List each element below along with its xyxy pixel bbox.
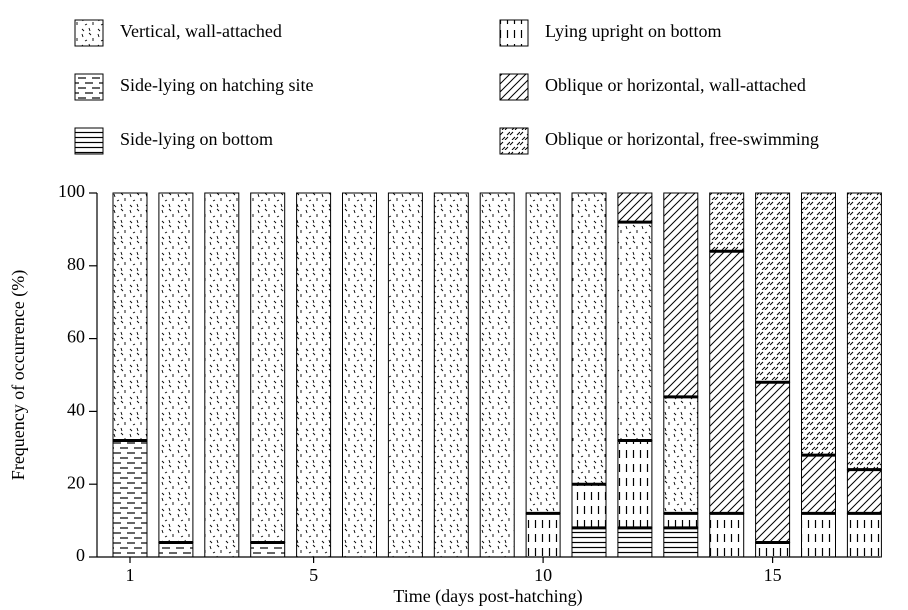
bar-segment [709,250,745,514]
bar-segment [709,192,745,252]
legend-label: Vertical, wall-attached [120,21,282,41]
legend-label: Side-lying on hatching site [120,75,313,95]
bar-segment [663,527,699,558]
bar-segment [250,192,286,543]
bar-segment [571,527,607,558]
y-tick-label: 80 [67,254,85,274]
bar-segment [617,192,653,223]
y-tick-label: 60 [67,327,85,347]
bar-segment [663,192,699,398]
bar-segment [617,527,653,558]
bar-segment [801,454,836,514]
bar-segment [204,192,240,558]
y-tick-label: 40 [67,400,85,420]
bar-segment [158,192,194,543]
bar-segment [755,541,791,558]
bar-segment [571,483,607,529]
bar-segment [663,512,699,529]
x-tick-label: 5 [309,565,318,585]
bar-segment [846,512,882,558]
bar-segment [112,192,148,442]
bar-segment [571,192,607,485]
bar-segment [387,192,423,558]
bar-segment [846,469,882,514]
bar-segment [433,192,469,558]
y-axis-title: Frequency of occurrence (%) [8,270,29,480]
bar-segment [755,192,791,383]
legend-swatch [74,19,104,47]
legend-swatch [499,127,529,155]
y-tick-label: 100 [58,181,85,201]
legend-label: Oblique or horizontal, wall-attached [545,75,806,95]
legend-label: Side-lying on bottom [120,129,273,149]
legend-swatch [74,127,104,155]
bar-segment [158,541,194,558]
bar-segment [525,192,561,514]
x-tick-label: 1 [126,565,135,585]
bar-segment [801,512,836,558]
bar-segment [479,192,515,558]
bar-segment [663,396,699,514]
legend-swatch [499,73,529,101]
bar-segment [617,440,653,529]
y-tick-label: 20 [67,472,85,492]
bar-segment [296,192,332,558]
bar-segment [846,192,882,471]
x-tick-label: 10 [534,565,552,585]
legend-swatch [499,19,529,47]
x-tick-label: 15 [764,565,782,585]
legend-label: Oblique or horizontal, free-swimming [545,129,819,149]
bar-segment [525,512,561,558]
bar-segment [617,221,653,442]
legend-label: Lying upright on bottom [545,21,722,41]
y-tick-label: 0 [76,545,85,565]
bar-segment [709,512,745,558]
bar-segment [112,440,148,558]
bar-segment [801,192,836,456]
bar-segment [250,541,286,558]
x-axis-title: Time (days post-hatching) [393,586,582,607]
bar-segment [342,192,377,558]
bar-segment [755,381,791,543]
legend-swatch [74,73,104,101]
